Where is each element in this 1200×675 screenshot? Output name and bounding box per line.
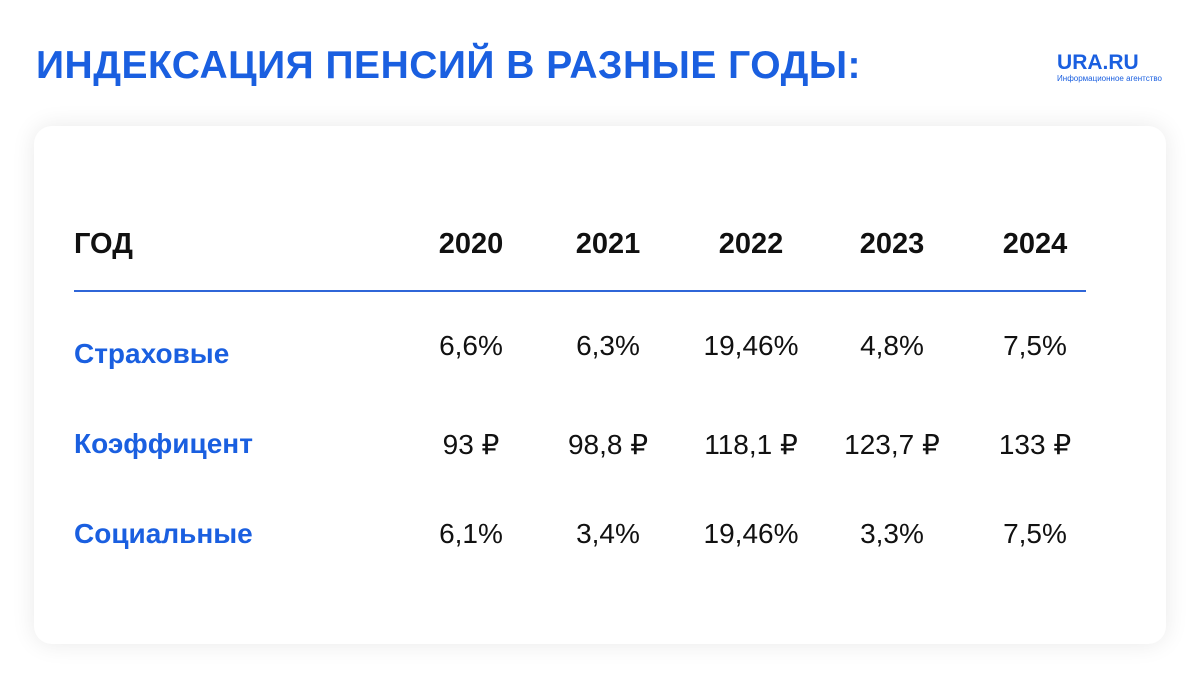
page-title: ИНДЕКСАЦИЯ ПЕНСИЙ В РАЗНЫЕ ГОДЫ:: [36, 44, 862, 87]
pension-table-card: ГОД 2020 2021 2022 2023 2024 Страховые 6…: [34, 126, 1166, 644]
table-cell: 4,8%: [860, 330, 924, 361]
table-cell: 7,5%: [1003, 330, 1067, 361]
ura-ru-logo: URA.RU Информационное агентство: [1057, 52, 1162, 84]
table-cell: 123,7 ₽: [844, 429, 940, 460]
table-cell: 19,46%: [703, 518, 799, 549]
table-cell: 118,1 ₽: [704, 429, 798, 460]
header-2021: 2021: [575, 228, 641, 260]
table-cell: 3,4%: [576, 518, 640, 549]
header-year-label: ГОД: [74, 228, 133, 260]
table-cell: 6,1%: [439, 518, 503, 549]
header-divider: [74, 290, 1086, 292]
row-label-social: Социальные: [74, 518, 253, 549]
header-2023: 2023: [859, 228, 925, 260]
row-label-insurance: Страховые: [74, 338, 230, 369]
table-cell: 19,46%: [703, 330, 799, 361]
table-cell: 6,3%: [576, 330, 640, 361]
header-2020: 2020: [438, 228, 504, 260]
table-cell: 98,8 ₽: [567, 429, 649, 460]
logo-subtitle: Информационное агентство: [1057, 74, 1162, 83]
table-cell: 6,6%: [439, 330, 503, 361]
header-2024: 2024: [1002, 228, 1068, 260]
table-cell: 3,3%: [860, 518, 924, 549]
table-cell: 133 ₽: [998, 429, 1072, 460]
logo-name: URA.RU: [1057, 51, 1139, 74]
header-2022: 2022: [718, 228, 784, 260]
table-cell: 7,5%: [1003, 518, 1067, 549]
table-cell: 93 ₽: [442, 429, 500, 460]
row-label-coefficient: Коэффицент: [74, 428, 253, 459]
